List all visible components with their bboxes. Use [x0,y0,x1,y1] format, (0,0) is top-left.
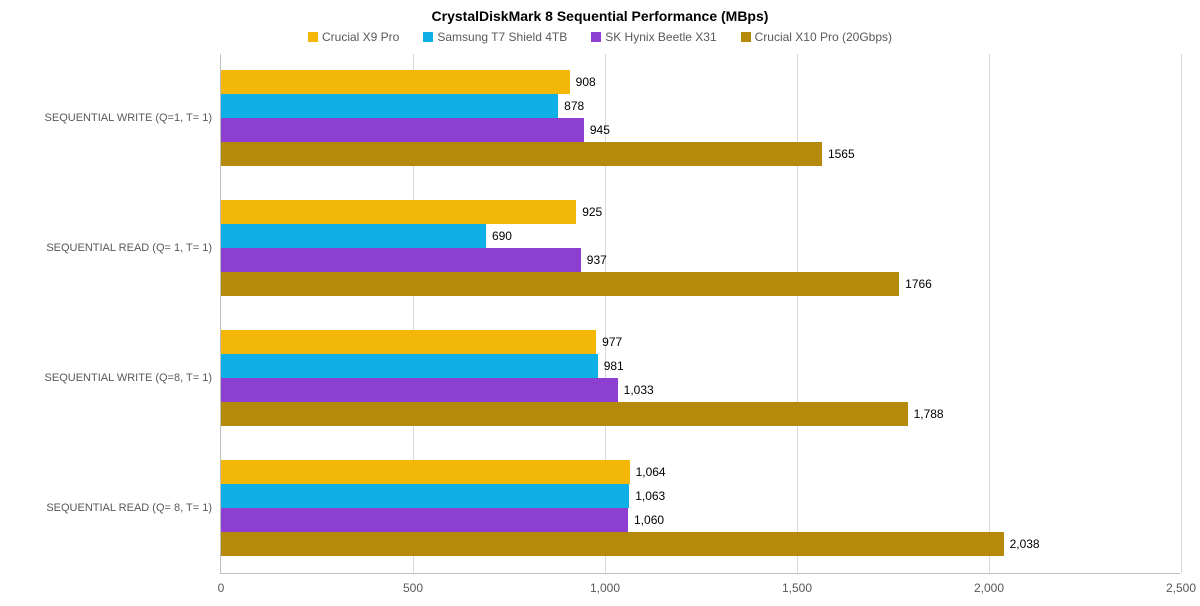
legend-item: Samsung T7 Shield 4TB [423,30,567,44]
legend-item: SK Hynix Beetle X31 [591,30,716,44]
x-tick-label: 2,500 [1166,581,1196,595]
bar-value-label: 1,060 [634,513,664,527]
bar-value-label: 1766 [905,277,932,291]
chart-title: CrystalDiskMark 8 Sequential Performance… [20,8,1180,24]
x-tick-label: 1,000 [590,581,620,595]
bar-value-label: 977 [602,335,622,349]
bar-value-label: 878 [564,99,584,113]
bar [221,70,570,94]
swatch-icon [308,32,318,42]
bar [221,484,629,508]
chart-container: CrystalDiskMark 8 Sequential Performance… [0,0,1200,606]
bar-value-label: 908 [576,75,596,89]
bar-value-label: 981 [604,359,624,373]
bar-value-label: 1,033 [624,383,654,397]
category-label: SEQUENTIAL READ (Q= 8, T= 1) [46,502,212,514]
legend-item: Crucial X10 Pro (20Gbps) [741,30,892,44]
category-label: SEQUENTIAL WRITE (Q=8, T= 1) [45,372,212,384]
x-tick-label: 0 [218,581,225,595]
x-tick-label: 1,500 [782,581,812,595]
bar-value-label: 1565 [828,147,855,161]
category-label: SEQUENTIAL READ (Q= 1, T= 1) [46,242,212,254]
legend-label: Crucial X9 Pro [322,30,399,44]
plot-area: SEQUENTIAL WRITE (Q=1, T= 1) SEQUENTIAL R… [20,54,1180,574]
legend-item: Crucial X9 Pro [308,30,399,44]
bar [221,200,576,224]
plot: 05001,0001,5002,0002,5009088789451565925… [220,54,1180,574]
swatch-icon [423,32,433,42]
bar [221,330,596,354]
bar-value-label: 925 [582,205,602,219]
y-axis-labels: SEQUENTIAL WRITE (Q=1, T= 1) SEQUENTIAL R… [20,54,220,574]
bar [221,224,486,248]
bar [221,508,628,532]
bar [221,354,598,378]
bar [221,94,558,118]
bar-value-label: 937 [587,253,607,267]
swatch-icon [741,32,751,42]
gridline [989,54,990,573]
bar [221,402,908,426]
bar-value-label: 1,063 [635,489,665,503]
bar [221,248,581,272]
swatch-icon [591,32,601,42]
bar [221,378,618,402]
bar [221,460,630,484]
bar-value-label: 690 [492,229,512,243]
x-tick-label: 500 [403,581,423,595]
bar-value-label: 945 [590,123,610,137]
legend: Crucial X9 Pro Samsung T7 Shield 4TB SK … [20,30,1180,44]
bar [221,272,899,296]
bar-value-label: 1,788 [914,407,944,421]
bar [221,118,584,142]
category-label: SEQUENTIAL WRITE (Q=1, T= 1) [45,112,212,124]
legend-label: Samsung T7 Shield 4TB [437,30,567,44]
x-tick-label: 2,000 [974,581,1004,595]
bar [221,532,1004,556]
bar-value-label: 1,064 [636,465,666,479]
gridline [797,54,798,573]
bar [221,142,822,166]
legend-label: Crucial X10 Pro (20Gbps) [755,30,892,44]
bar-value-label: 2,038 [1010,537,1040,551]
gridline [1181,54,1182,573]
legend-label: SK Hynix Beetle X31 [605,30,716,44]
